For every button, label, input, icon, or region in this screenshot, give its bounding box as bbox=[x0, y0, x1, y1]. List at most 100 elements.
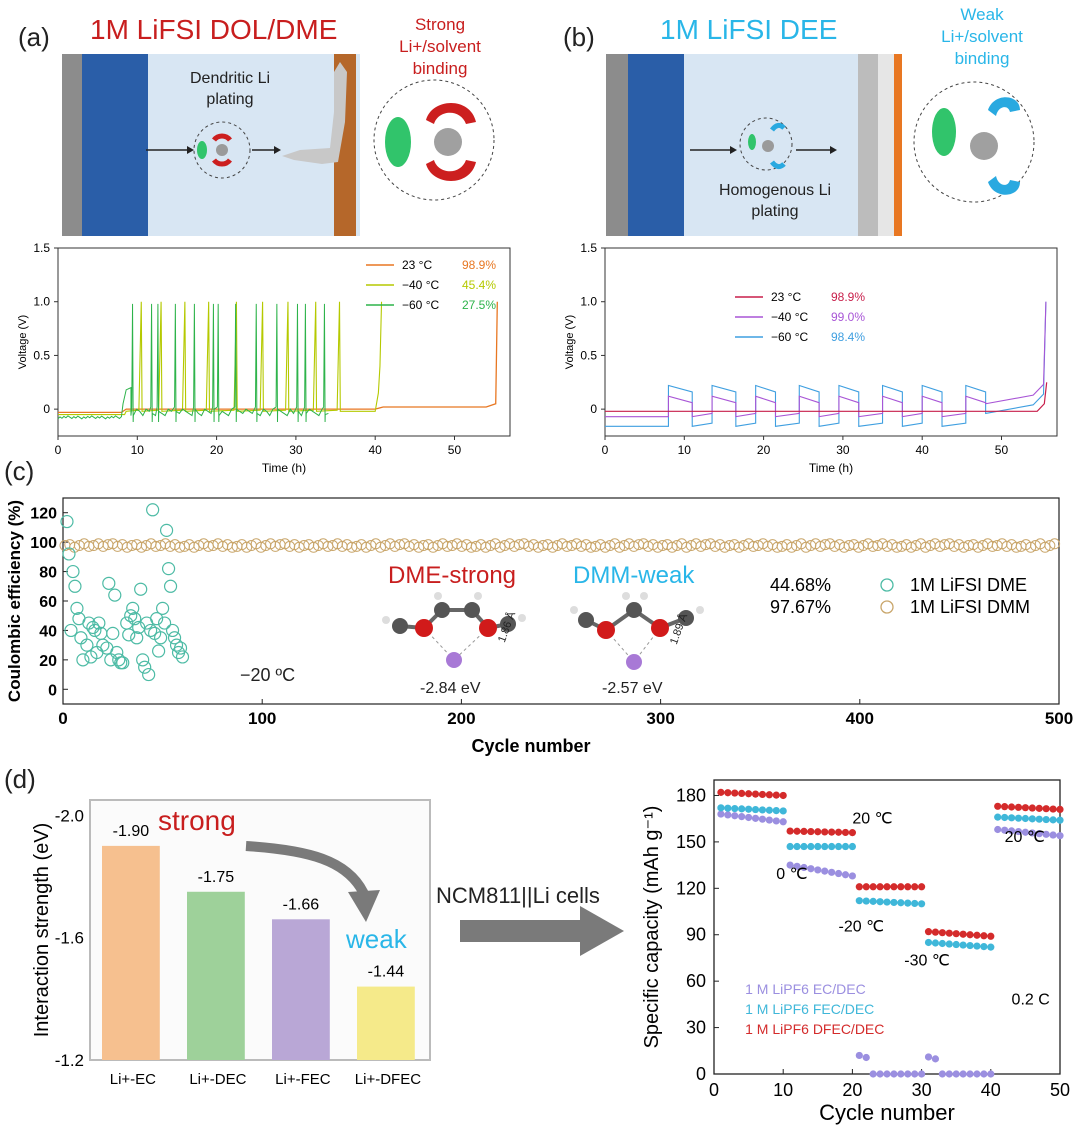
dmm-point bbox=[427, 541, 439, 553]
plot-frame bbox=[604, 247, 1058, 437]
x-tick-label: 0 bbox=[709, 1080, 719, 1100]
bar-category-label: Li+-FEC bbox=[275, 1071, 331, 1088]
y-tick-label: 0.5 bbox=[33, 348, 50, 362]
dmm-weak-label: DMM-weak bbox=[573, 562, 695, 589]
x-tick-label: 20 bbox=[842, 1080, 862, 1100]
capacity-point bbox=[717, 810, 725, 818]
legend-label: −60 °C bbox=[771, 330, 808, 344]
capacity-point bbox=[758, 806, 767, 814]
capacity-point bbox=[904, 883, 912, 891]
capacity-point bbox=[738, 805, 746, 813]
legend-label: 1M LiFSI DMM bbox=[910, 597, 1030, 617]
capacity-point bbox=[738, 813, 746, 821]
legend-efficiency: 98.4% bbox=[831, 330, 865, 344]
capacity-point bbox=[904, 1070, 912, 1078]
dme-point bbox=[62, 547, 76, 561]
capacity-point bbox=[855, 897, 863, 905]
x-tick-label: 300 bbox=[646, 709, 674, 728]
y-tick-label: 90 bbox=[686, 925, 706, 945]
capacity-point bbox=[800, 842, 808, 851]
capacity-point bbox=[862, 883, 870, 891]
panel-b-solvation-zoom bbox=[913, 81, 1035, 203]
y-tick-label: -1.2 bbox=[55, 1051, 84, 1070]
dme-point bbox=[173, 641, 188, 655]
capacity-point bbox=[758, 815, 767, 823]
panel-d-letter: (d) bbox=[4, 764, 36, 794]
dmm-point bbox=[1025, 541, 1037, 553]
capacity-point bbox=[1001, 803, 1009, 811]
capacity-point bbox=[966, 1070, 974, 1078]
bar-value-label: -1.44 bbox=[368, 964, 405, 981]
capacity-point bbox=[779, 818, 787, 826]
dme-point bbox=[112, 653, 126, 667]
dmm-energy: -2.57 eV bbox=[602, 680, 663, 697]
dme-point bbox=[134, 582, 148, 596]
capacity-point bbox=[869, 1070, 877, 1078]
capacity-point bbox=[869, 883, 877, 891]
dme-point bbox=[156, 601, 170, 615]
capacity-point bbox=[938, 1070, 946, 1078]
capacity-point bbox=[821, 867, 829, 875]
capacity-point bbox=[938, 939, 946, 948]
dme-point bbox=[152, 644, 166, 658]
series-line-23c bbox=[605, 382, 1048, 412]
capacity-point bbox=[751, 805, 760, 814]
bar-category-label: Li+-EC bbox=[110, 1071, 156, 1088]
y-tick-label: 180 bbox=[676, 785, 706, 805]
x-tick-label: 10 bbox=[773, 1080, 793, 1100]
capacity-point bbox=[855, 883, 863, 891]
dme-point bbox=[88, 623, 102, 638]
dmm-point bbox=[666, 541, 678, 553]
dmm-point bbox=[375, 541, 387, 553]
dme-point bbox=[142, 667, 156, 682]
capacity-point bbox=[924, 928, 933, 936]
x-tick-label: 40 bbox=[369, 443, 383, 457]
capacity-point bbox=[876, 898, 884, 906]
dmm-point bbox=[599, 541, 611, 553]
y-tick-label: 60 bbox=[686, 971, 706, 991]
capacity-point bbox=[1056, 805, 1064, 813]
capacity-point bbox=[814, 866, 822, 874]
capacity-point bbox=[724, 811, 732, 819]
dmm-point bbox=[1039, 541, 1051, 553]
capacity-point bbox=[1056, 816, 1064, 824]
panel-a-binding-line1: Strong bbox=[414, 15, 466, 34]
strong-label: strong bbox=[158, 805, 236, 836]
legend-label: 1 M LiPF6 EC/DEC bbox=[745, 981, 866, 997]
dmm-point bbox=[135, 541, 147, 553]
capacity-point bbox=[848, 829, 856, 837]
capacity-point bbox=[1014, 814, 1023, 822]
dme-point bbox=[74, 631, 88, 645]
capacity-point bbox=[1007, 803, 1016, 811]
dmm-molecule bbox=[570, 592, 704, 670]
capacity-point bbox=[772, 817, 780, 825]
x-tick-label: 10 bbox=[678, 443, 692, 457]
capacity-point bbox=[966, 941, 974, 950]
panel-c-temp-label: −20 ºC bbox=[240, 665, 296, 685]
ncm-cell-label: NCM811||Li cells bbox=[436, 883, 600, 908]
capacity-point bbox=[834, 869, 843, 878]
panel-a-cell-schematic bbox=[62, 54, 360, 236]
capacity-point bbox=[959, 930, 967, 938]
capacity-point bbox=[987, 943, 995, 951]
dme-point bbox=[144, 623, 158, 638]
x-tick-label: 30 bbox=[289, 443, 303, 457]
legend-marker bbox=[880, 600, 894, 614]
capacity-point bbox=[1042, 805, 1050, 813]
bar bbox=[187, 891, 245, 1060]
capacity-point bbox=[765, 806, 773, 814]
capacity-point bbox=[876, 883, 884, 891]
x-axis-label: Time (h) bbox=[809, 461, 853, 475]
dme-molecule bbox=[382, 592, 526, 668]
dme-point bbox=[157, 616, 172, 630]
capacity-point bbox=[918, 900, 926, 908]
panel-b-binding-label: Weak Li+/solvent binding bbox=[934, 4, 1030, 70]
legend-label: 1M LiFSI DME bbox=[910, 575, 1027, 595]
y-tick-label: 120 bbox=[676, 878, 706, 898]
capacity-point bbox=[855, 1051, 863, 1060]
capacity-point bbox=[1001, 813, 1009, 822]
dme-point bbox=[167, 631, 182, 645]
capacity-point bbox=[924, 938, 933, 947]
dmm-point bbox=[360, 541, 372, 553]
capacity-point bbox=[1001, 826, 1009, 834]
